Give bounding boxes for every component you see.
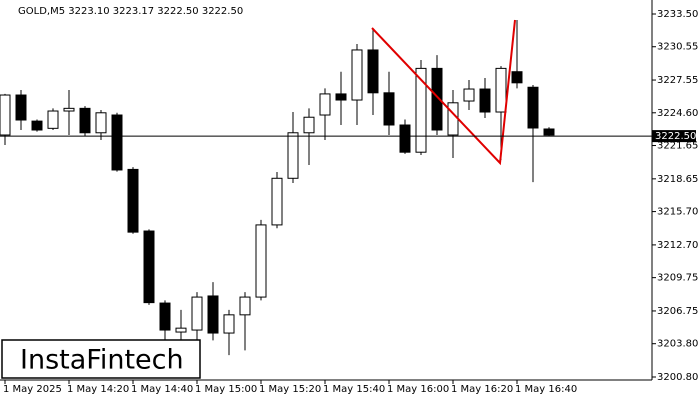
x-tick-label: 1 May 16:00: [387, 384, 449, 395]
candle-body: [287, 132, 299, 179]
candle-body: [527, 86, 539, 129]
y-tick-label: 3200.80: [657, 372, 698, 383]
y-tick-label: 3224.60: [657, 108, 698, 119]
header: GOLD,M5 3223.10 3223.17 3222.50 3222.50: [18, 6, 243, 17]
candle-body: [159, 302, 171, 331]
y-tick-label: 3218.65: [657, 174, 698, 185]
watermark-box: [1, 339, 201, 379]
candle-body: [223, 314, 235, 334]
candle-body: [303, 116, 315, 134]
y-tick-label: 3212.70: [657, 240, 698, 251]
candle-body: [175, 327, 187, 333]
candle-body: [495, 67, 507, 113]
last-price-label: 3222.50: [655, 131, 696, 142]
candle-body: [543, 128, 555, 136]
candle-body: [415, 67, 427, 153]
x-tick-label: 1 May 16:40: [515, 384, 577, 395]
candle-body: [239, 296, 251, 316]
y-tick-label: 3233.50: [657, 9, 698, 20]
candle-body: [383, 92, 395, 126]
candle-body: [31, 120, 43, 131]
candle-body: [79, 107, 91, 134]
y-tick-label: 3203.80: [657, 339, 698, 350]
candle-body: [63, 107, 75, 112]
candle-body: [367, 49, 379, 94]
pattern-line: [371, 19, 516, 166]
candle-body: [271, 177, 283, 226]
candle-body: [127, 168, 139, 233]
candle-body: [511, 71, 523, 84]
y-tick-label: 3209.75: [657, 273, 698, 284]
x-tick-label: 1 May 16:20: [451, 384, 513, 395]
candle-body: [463, 88, 475, 102]
x-tick-label: 1 May 14:40: [131, 384, 193, 395]
candle-body: [191, 296, 203, 331]
y-tick-label: 3206.75: [657, 306, 698, 317]
candle-body: [0, 94, 11, 136]
y-tick-label: 3221.65: [657, 141, 698, 152]
candle-body: [143, 230, 155, 304]
y-tick-label: 3227.55: [657, 75, 698, 86]
candle-body: [399, 124, 411, 153]
x-tick-label: 1 May 14:20: [67, 384, 129, 395]
candle-body: [447, 102, 459, 136]
candle-body: [207, 295, 219, 334]
y-tick-label: 3230.55: [657, 42, 698, 53]
x-tick-label: 1 May 15:00: [195, 384, 257, 395]
candle-body: [255, 224, 267, 298]
x-tick-label: 1 May 15:20: [259, 384, 321, 395]
y-tick-label: 3215.70: [657, 207, 698, 218]
candle-body: [47, 110, 59, 129]
candle-body: [95, 112, 107, 134]
plot-area: [0, 19, 555, 356]
x-tick-label: 1 May 15:40: [323, 384, 385, 395]
watermark: InstaFintech: [20, 345, 184, 376]
candle-body: [15, 94, 27, 121]
candle-body: [351, 49, 363, 101]
last-price-box: [652, 130, 696, 143]
candle-body: [431, 67, 443, 131]
candle-body: [111, 114, 123, 171]
candle-body: [335, 93, 347, 101]
candle-body: [479, 88, 491, 113]
candle-body: [319, 93, 331, 116]
x-tick-label: 1 May 2025: [3, 384, 62, 395]
